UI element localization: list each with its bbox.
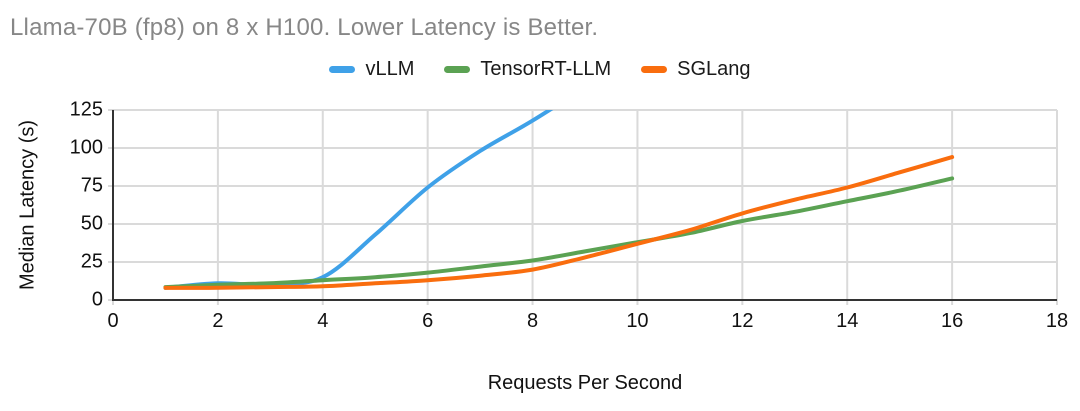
legend-label-vllm: vLLM xyxy=(365,58,415,80)
x-axis-title: Requests Per Second xyxy=(487,372,683,394)
legend: vLLM TensorRT-LLM SGLang xyxy=(0,58,1080,81)
y-tick-label: 0 xyxy=(91,288,103,311)
legend-swatch-sglang xyxy=(641,66,668,73)
x-tick-label: 14 xyxy=(836,310,859,332)
y-tick-label: 50 xyxy=(80,212,103,235)
y-tick-label: 25 xyxy=(80,250,103,273)
series-line-tensorrt-llm xyxy=(163,176,955,290)
legend-item-vllm[interactable]: vLLM xyxy=(329,58,414,81)
x-tick-label: 2 xyxy=(212,310,224,332)
series-line-vllm xyxy=(163,110,554,290)
y-axis-title: Median Latency (s) xyxy=(16,119,39,291)
legend-item-tensorrt-llm[interactable]: TensorRT-LLM xyxy=(444,58,611,81)
legend-item-sglang[interactable]: SGLang xyxy=(641,58,751,81)
x-tick-label: 18 xyxy=(1045,310,1069,332)
legend-label-sglang: SGLang xyxy=(677,58,751,80)
x-tick-label: 4 xyxy=(317,310,329,332)
x-tick-label: 8 xyxy=(526,310,539,332)
y-tick-label: 75 xyxy=(80,174,103,197)
x-tick-label: 16 xyxy=(940,310,964,332)
y-tick-label: 125 xyxy=(69,98,103,121)
x-tick-label: 6 xyxy=(422,310,434,332)
legend-label-tensorrt-llm: TensorRT-LLM xyxy=(480,58,612,80)
x-tick-label: 0 xyxy=(107,310,119,332)
legend-swatch-tensorrt-llm xyxy=(444,66,471,73)
series-line-sglang xyxy=(163,155,955,290)
chart-title: Llama-70B (fp8) on 8 x H100. Lower Laten… xyxy=(10,14,599,41)
x-tick-label: 10 xyxy=(626,310,649,332)
legend-swatch-vllm xyxy=(329,66,356,73)
y-tick-label: 100 xyxy=(69,136,103,159)
x-tick-label: 12 xyxy=(731,310,754,332)
